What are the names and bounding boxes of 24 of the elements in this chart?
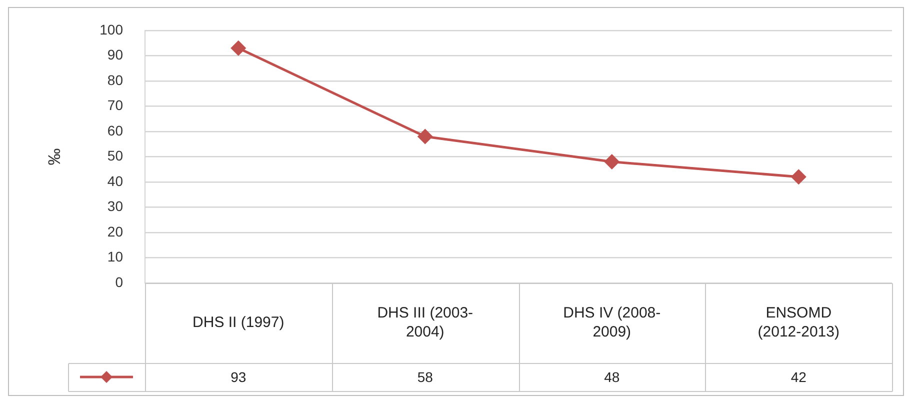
y-axis-title: ‰ [44, 148, 64, 166]
y-tick-label: 20 [107, 223, 124, 240]
y-tick-label: 0 [115, 274, 124, 290]
point [604, 154, 620, 169]
x-tick-label: DHS IV (2008-2009) [563, 304, 661, 341]
y-tick-label: 10 [107, 248, 124, 265]
data-label: 42 [790, 368, 807, 385]
y-tick-label: 70 [107, 97, 124, 114]
data-label: 48 [604, 368, 620, 385]
point [418, 129, 432, 144]
point [231, 40, 246, 56]
point [791, 170, 806, 184]
y-tick-label: 40 [107, 172, 124, 189]
data-label: 93 [230, 368, 246, 385]
y-tick-label: 30 [107, 198, 124, 214]
x-tick-label: DHS III (2003-2004) [377, 304, 474, 341]
x-tick-label: ENSOMD (2012-2013) [758, 304, 840, 341]
y-tick-label: 100 [100, 21, 124, 38]
y-tick-label: 90 [107, 46, 124, 63]
y-tick-label: 60 [107, 122, 124, 138]
y-tick-label: 50 [107, 148, 124, 164]
y-tick-label: 80 [107, 72, 124, 88]
x-tick-label: DHS II (1997) [192, 314, 284, 332]
data-label: 58 [417, 368, 434, 385]
